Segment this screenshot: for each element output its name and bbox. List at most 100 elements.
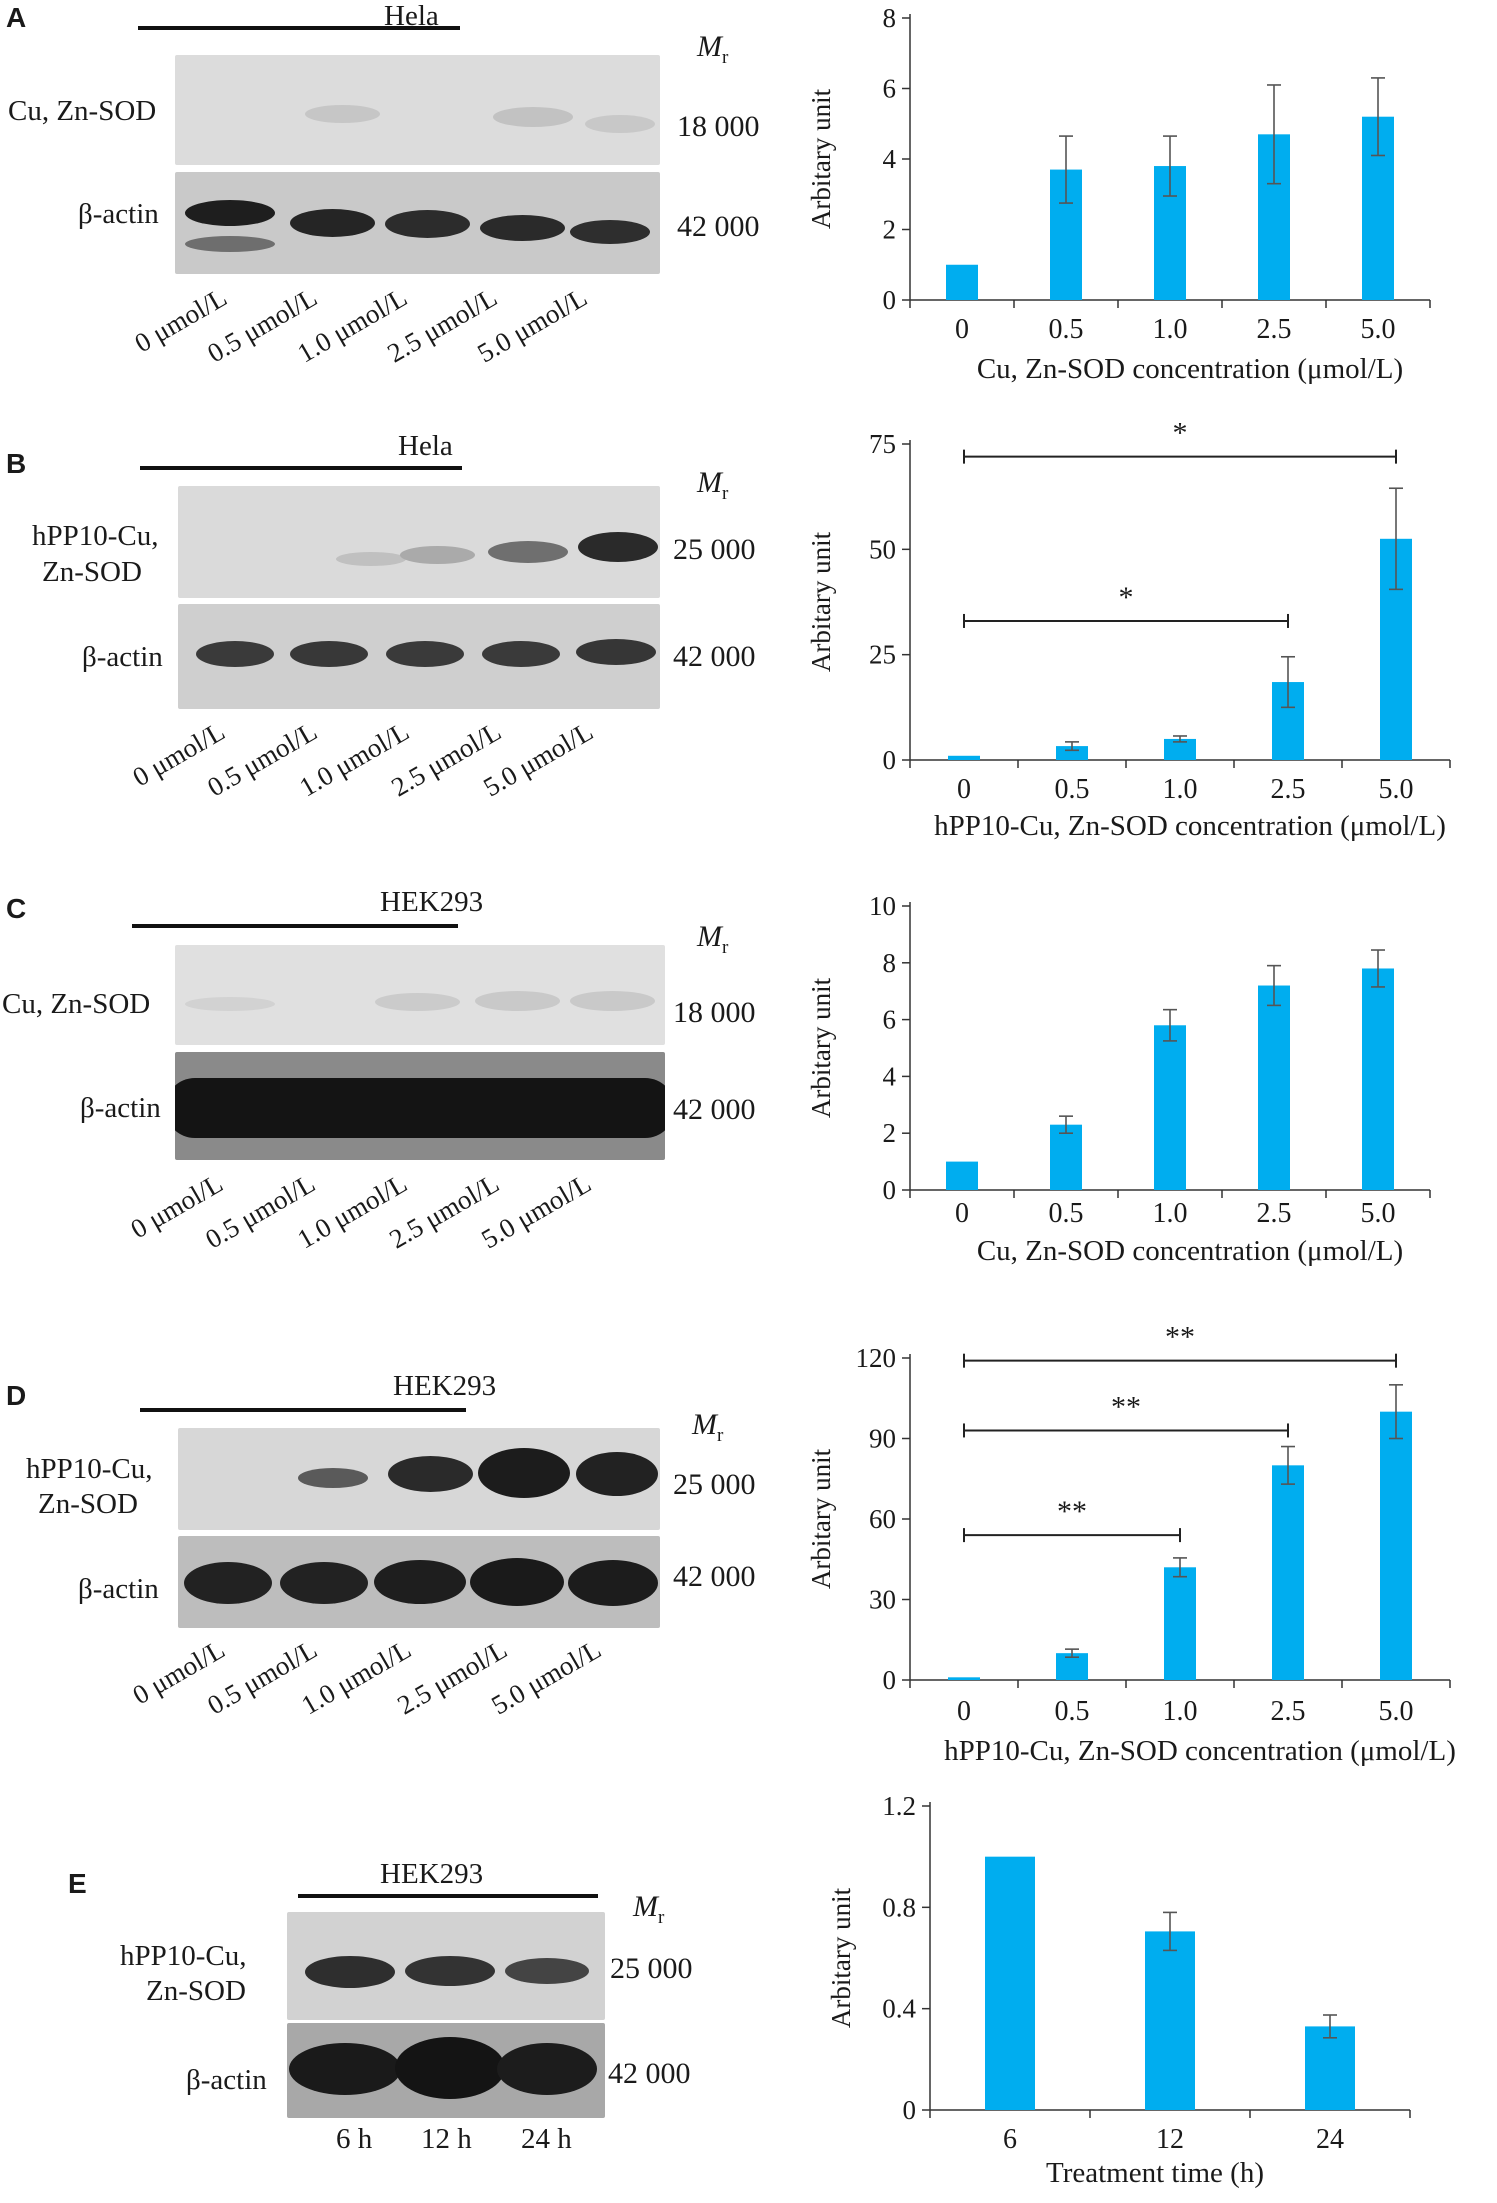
band — [336, 552, 406, 566]
y-tick-label: 30 — [869, 1585, 896, 1615]
band — [185, 236, 275, 252]
band — [576, 1452, 658, 1496]
band — [388, 1456, 473, 1492]
band — [305, 105, 380, 123]
band — [375, 993, 460, 1011]
row-label-sod-b: hPP10-Cu, — [32, 520, 159, 552]
band — [585, 115, 655, 133]
band — [395, 2037, 505, 2099]
band — [576, 639, 656, 665]
band — [482, 641, 560, 667]
band — [480, 215, 565, 241]
bar — [1272, 1465, 1304, 1680]
panel-label-b: B — [6, 448, 27, 479]
cell-line-rule-d — [140, 1408, 466, 1412]
band — [290, 641, 368, 667]
x-tick-label: 5.0 — [1361, 314, 1396, 345]
cell-line-rule-e — [298, 1894, 598, 1898]
blot-sod-b — [178, 486, 660, 598]
bar — [1145, 1931, 1195, 2110]
lane-label: 6 h — [336, 2123, 373, 2155]
band — [280, 1562, 368, 1604]
mw-actin-e: 42 000 — [608, 2057, 691, 2090]
mw-sod-a: 18 000 — [677, 110, 760, 143]
y-tick-label: 25 — [869, 640, 896, 670]
y-tick-label: 2 — [883, 1118, 897, 1148]
y-tick-label: 8 — [883, 3, 897, 33]
blot-actin-b — [178, 604, 660, 709]
band — [505, 1958, 589, 1984]
x-tick-label: 0.5 — [1049, 314, 1084, 345]
mw-actin-d: 42 000 — [673, 1560, 756, 1593]
bar — [1154, 1025, 1186, 1190]
bar-chart-a: 0 2 4 6 8 0 0.5 1.0 2.5 5.0 Cu, Zn-SOD concentrati… — [806, 3, 1431, 385]
band — [185, 200, 275, 226]
significance-label: ** — [1111, 1390, 1141, 1423]
y-tick-label: 6 — [883, 1005, 897, 1035]
band — [305, 1956, 395, 1988]
y-tick-label: 8 — [883, 948, 897, 978]
x-tick-label: 2.5 — [1271, 1696, 1306, 1727]
band — [175, 1078, 665, 1138]
x-tick-label: 0 — [955, 314, 969, 345]
band — [400, 546, 475, 564]
bar-chart-b: 0 25 50 75 0 0.5 1.0 2.5 5.0 * * hPP10-Cu, Zn-SOD c… — [806, 417, 1451, 842]
cell-line-d: HEK293 — [393, 1370, 497, 1402]
y-tick-label: 0 — [883, 285, 897, 315]
mw-sod-b: 25 000 — [673, 533, 756, 566]
mw-sod-d: 25 000 — [673, 1468, 756, 1501]
x-tick-label: 0 — [955, 1198, 969, 1229]
bar-chart-e: 0 0.4 0.8 1.2 6 12 24 Treatment time (h) Arbitar… — [826, 1791, 1411, 2189]
row-label-sod-d-line2: Zn-SOD — [38, 1488, 138, 1520]
band — [405, 1956, 495, 1986]
x-axis-title: Cu, Zn-SOD concentration (μmol/L) — [977, 353, 1403, 385]
y-axis-title: Arbitary unit — [826, 1887, 856, 2028]
bar-chart-d: 0 30 60 90 120 0 0.5 1.0 2.5 5.0 ** ** ** hPP10-Cu, Z… — [806, 1321, 1456, 1767]
cell-line-rule-a — [138, 26, 460, 30]
x-tick-label: 2.5 — [1257, 314, 1292, 345]
y-tick-label: 10 — [869, 891, 896, 921]
significance-label: * — [1119, 581, 1134, 614]
row-label-sod-e: hPP10-Cu, — [120, 1940, 247, 1972]
y-axis-title: Arbitary unit — [806, 977, 836, 1118]
row-label-actin-c: β-actin — [80, 1092, 161, 1124]
y-tick-label: 0 — [883, 1665, 897, 1695]
band — [570, 991, 655, 1011]
row-label-actin-d: β-actin — [78, 1573, 159, 1605]
y-tick-label: 60 — [869, 1504, 896, 1534]
y-tick-label: 0.4 — [882, 1994, 916, 2024]
y-tick-label: 0 — [883, 1175, 897, 1205]
bar — [1056, 746, 1088, 760]
y-tick-label: 50 — [869, 534, 896, 564]
row-label-sod-e-line2: Zn-SOD — [146, 1975, 246, 2007]
mr-label-c: Mr — [697, 920, 729, 958]
band — [385, 210, 470, 238]
x-axis-title: hPP10-Cu, Zn-SOD concentration (μmol/L) — [944, 1735, 1456, 1767]
x-tick-label: 2.5 — [1257, 1198, 1292, 1229]
x-axis-title: hPP10-Cu, Zn-SOD concentration (μmol/L) — [934, 810, 1446, 842]
band — [196, 641, 274, 667]
mw-actin-b: 42 000 — [673, 640, 756, 673]
band — [470, 1558, 564, 1606]
bar — [948, 1677, 980, 1680]
bar — [1305, 2026, 1355, 2110]
y-axis-title: Arbitary unit — [806, 1448, 836, 1589]
mr-label-d: Mr — [692, 1408, 724, 1446]
mr-label-b: Mr — [697, 466, 729, 504]
mw-sod-e: 25 000 — [610, 1952, 693, 1985]
blot-sod-e — [287, 1912, 605, 2020]
band — [497, 2043, 597, 2095]
row-label-actin-a: β-actin — [78, 198, 159, 230]
y-tick-label: 4 — [883, 1061, 897, 1091]
x-tick-label: 0 — [957, 1696, 971, 1727]
mr-label-a: Mr — [697, 30, 729, 68]
bar — [1164, 1567, 1196, 1680]
cell-line-b: Hela — [398, 430, 453, 462]
panel-label-d: D — [6, 1380, 27, 1411]
mw-actin-a: 42 000 — [677, 210, 760, 243]
y-tick-label: 90 — [869, 1424, 896, 1454]
blot-actin-c — [175, 1052, 665, 1160]
cell-line-e: HEK293 — [380, 1858, 484, 1890]
band — [475, 991, 560, 1011]
band — [493, 107, 573, 127]
